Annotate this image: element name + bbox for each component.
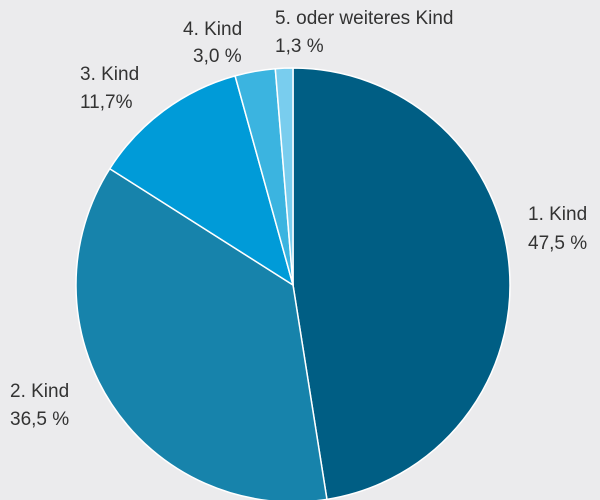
slice-label-4: 4. Kind xyxy=(183,19,242,40)
slice-label-3: 3. Kind xyxy=(80,64,139,85)
slice-label-1: 1. Kind xyxy=(528,204,587,225)
pie-slices xyxy=(75,67,511,500)
pie-slice-2 xyxy=(75,167,328,500)
slice-value-5: 1,3 % xyxy=(275,36,324,57)
slice-value-3: 11,7% xyxy=(80,92,133,113)
slice-value-1: 47,5 % xyxy=(528,233,587,254)
slice-label-5: 5. oder weiteres Kind xyxy=(275,8,454,29)
slice-label-2: 2. Kind xyxy=(10,381,69,402)
pie-slice-1 xyxy=(292,67,511,500)
slice-value-4: 3,0 % xyxy=(193,46,242,67)
slice-value-2: 36,5 % xyxy=(10,409,69,430)
pie-slice-3 xyxy=(109,75,294,286)
pie-slice-5 xyxy=(274,67,294,286)
